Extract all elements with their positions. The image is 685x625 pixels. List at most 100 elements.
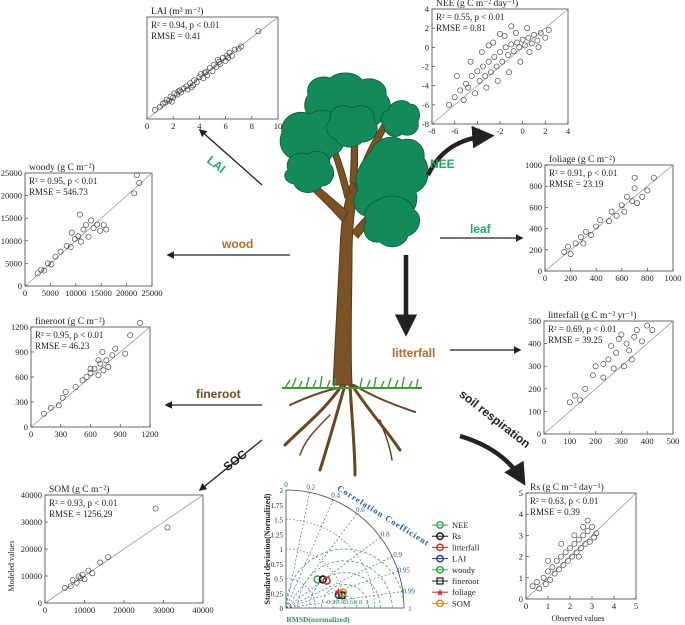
data-point (136, 180, 143, 186)
data-point (75, 233, 82, 240)
x-tick-label: 0 (543, 273, 547, 283)
taylor-point-Rs (318, 575, 327, 584)
data-point (100, 367, 107, 374)
legend-marker (436, 543, 444, 552)
data-point (225, 54, 232, 61)
data-point (580, 532, 587, 539)
x-tick-label: 1 (546, 601, 550, 611)
legend-marker: ★ (436, 588, 445, 599)
data-point (468, 73, 475, 79)
legend-marker (436, 554, 444, 563)
x-tick-label: 200 (589, 436, 602, 446)
x-tick-label: 2 (568, 601, 572, 611)
data-point (44, 260, 51, 267)
x-tick-label: 5 (634, 601, 638, 611)
data-point (79, 377, 86, 384)
data-point (238, 43, 245, 50)
data-point (85, 233, 92, 240)
data-point (95, 357, 102, 364)
y-tick-label: 0 (425, 42, 429, 52)
y-tick-label: 4 (519, 509, 524, 519)
x-tick-label: 2 (171, 121, 175, 131)
root (283, 383, 344, 447)
data-point (90, 225, 97, 232)
x-tick-label: 200 (564, 273, 577, 283)
label-litterfall: litterfall (392, 346, 435, 360)
legend-label: litterfall (452, 542, 480, 552)
label-soil-respiration: soil respiration (457, 387, 533, 451)
legend-label: NEE (452, 520, 469, 530)
data-point (255, 28, 262, 35)
x-tick-label: 0 (23, 288, 27, 298)
data-point (610, 365, 617, 372)
data-point (103, 357, 110, 364)
modeled-values-label: Modeled values (7, 541, 16, 592)
root (350, 383, 402, 452)
data-point (649, 327, 656, 333)
data-point (112, 345, 119, 352)
std-tick-label: 0 (280, 605, 284, 613)
data-point (644, 322, 651, 329)
data-point (159, 100, 166, 107)
x-tick-label: 300 (615, 436, 628, 446)
legend-label: SOM (452, 598, 471, 608)
data-point (613, 349, 620, 356)
data-point (87, 365, 94, 372)
y-tick-label: 2 (519, 552, 523, 562)
y-tick-label: 0 (24, 422, 28, 432)
data-point (454, 73, 460, 79)
x-tick-label: 4 (197, 121, 202, 131)
data-point (542, 581, 549, 588)
data-point (467, 58, 474, 65)
y-tick-label: 300 (528, 361, 541, 371)
data-point (97, 559, 104, 566)
data-point (41, 267, 48, 274)
y-tick-label: 25000 (1, 168, 22, 178)
data-point (551, 570, 558, 577)
x-tick-label: 8 (250, 121, 254, 131)
scatter-panel-woody: 0 5000 10000 15000 20000 25000 0 5000 10000 15000… (1, 162, 163, 298)
panel-stat: RMSE = 546.73 (29, 187, 88, 197)
panel-title: woody (g C m⁻²) (29, 162, 95, 173)
x-tick-label: 5000 (42, 288, 59, 298)
legend-marker (436, 577, 444, 585)
data-point (545, 568, 551, 575)
arrow-nee (425, 125, 495, 177)
data-point (214, 56, 221, 63)
panel-title: NEE (g C m⁻² day⁻¹) (436, 0, 518, 9)
data-point (499, 58, 506, 65)
correlation-tick-label: 0.95 (398, 566, 411, 574)
std-tick-label: 1.75 (271, 502, 284, 510)
data-point (81, 576, 88, 583)
x-tick-label: 4 (566, 126, 571, 136)
correlation-tick-label: 0.2 (306, 484, 315, 492)
y-tick-label: -4 (422, 81, 430, 91)
data-point (569, 553, 576, 560)
data-point (525, 34, 532, 41)
data-point (105, 364, 112, 370)
x-tick-label: 900 (114, 429, 127, 439)
data-point (586, 538, 593, 545)
legend-marker (436, 521, 444, 529)
panel-stat: R² = 0.94, p < 0.01 (151, 20, 219, 30)
x-tick-label: 600 (84, 429, 97, 439)
correlation-tick-label: 0.8 (381, 531, 390, 539)
data-point (578, 545, 584, 552)
data-point (457, 87, 464, 94)
scatter-panel-litterfall: 0 100 200 300 400 500 0 100 200 300 400 500 litterfa… (528, 310, 679, 446)
x-tick-label: 0 (542, 436, 546, 446)
data-point (537, 30, 544, 36)
data-point (534, 37, 541, 44)
data-point (562, 549, 569, 556)
data-point (650, 174, 657, 181)
data-point (446, 101, 452, 108)
data-point (571, 540, 578, 547)
data-point (151, 106, 158, 113)
panel-stat: R² = 0.69, p < 0.01 (548, 324, 616, 334)
label-soc: SOC (221, 447, 250, 474)
arrow-soc (198, 439, 263, 491)
data-point (528, 40, 535, 47)
data-point (188, 84, 195, 91)
data-point (491, 54, 498, 60)
